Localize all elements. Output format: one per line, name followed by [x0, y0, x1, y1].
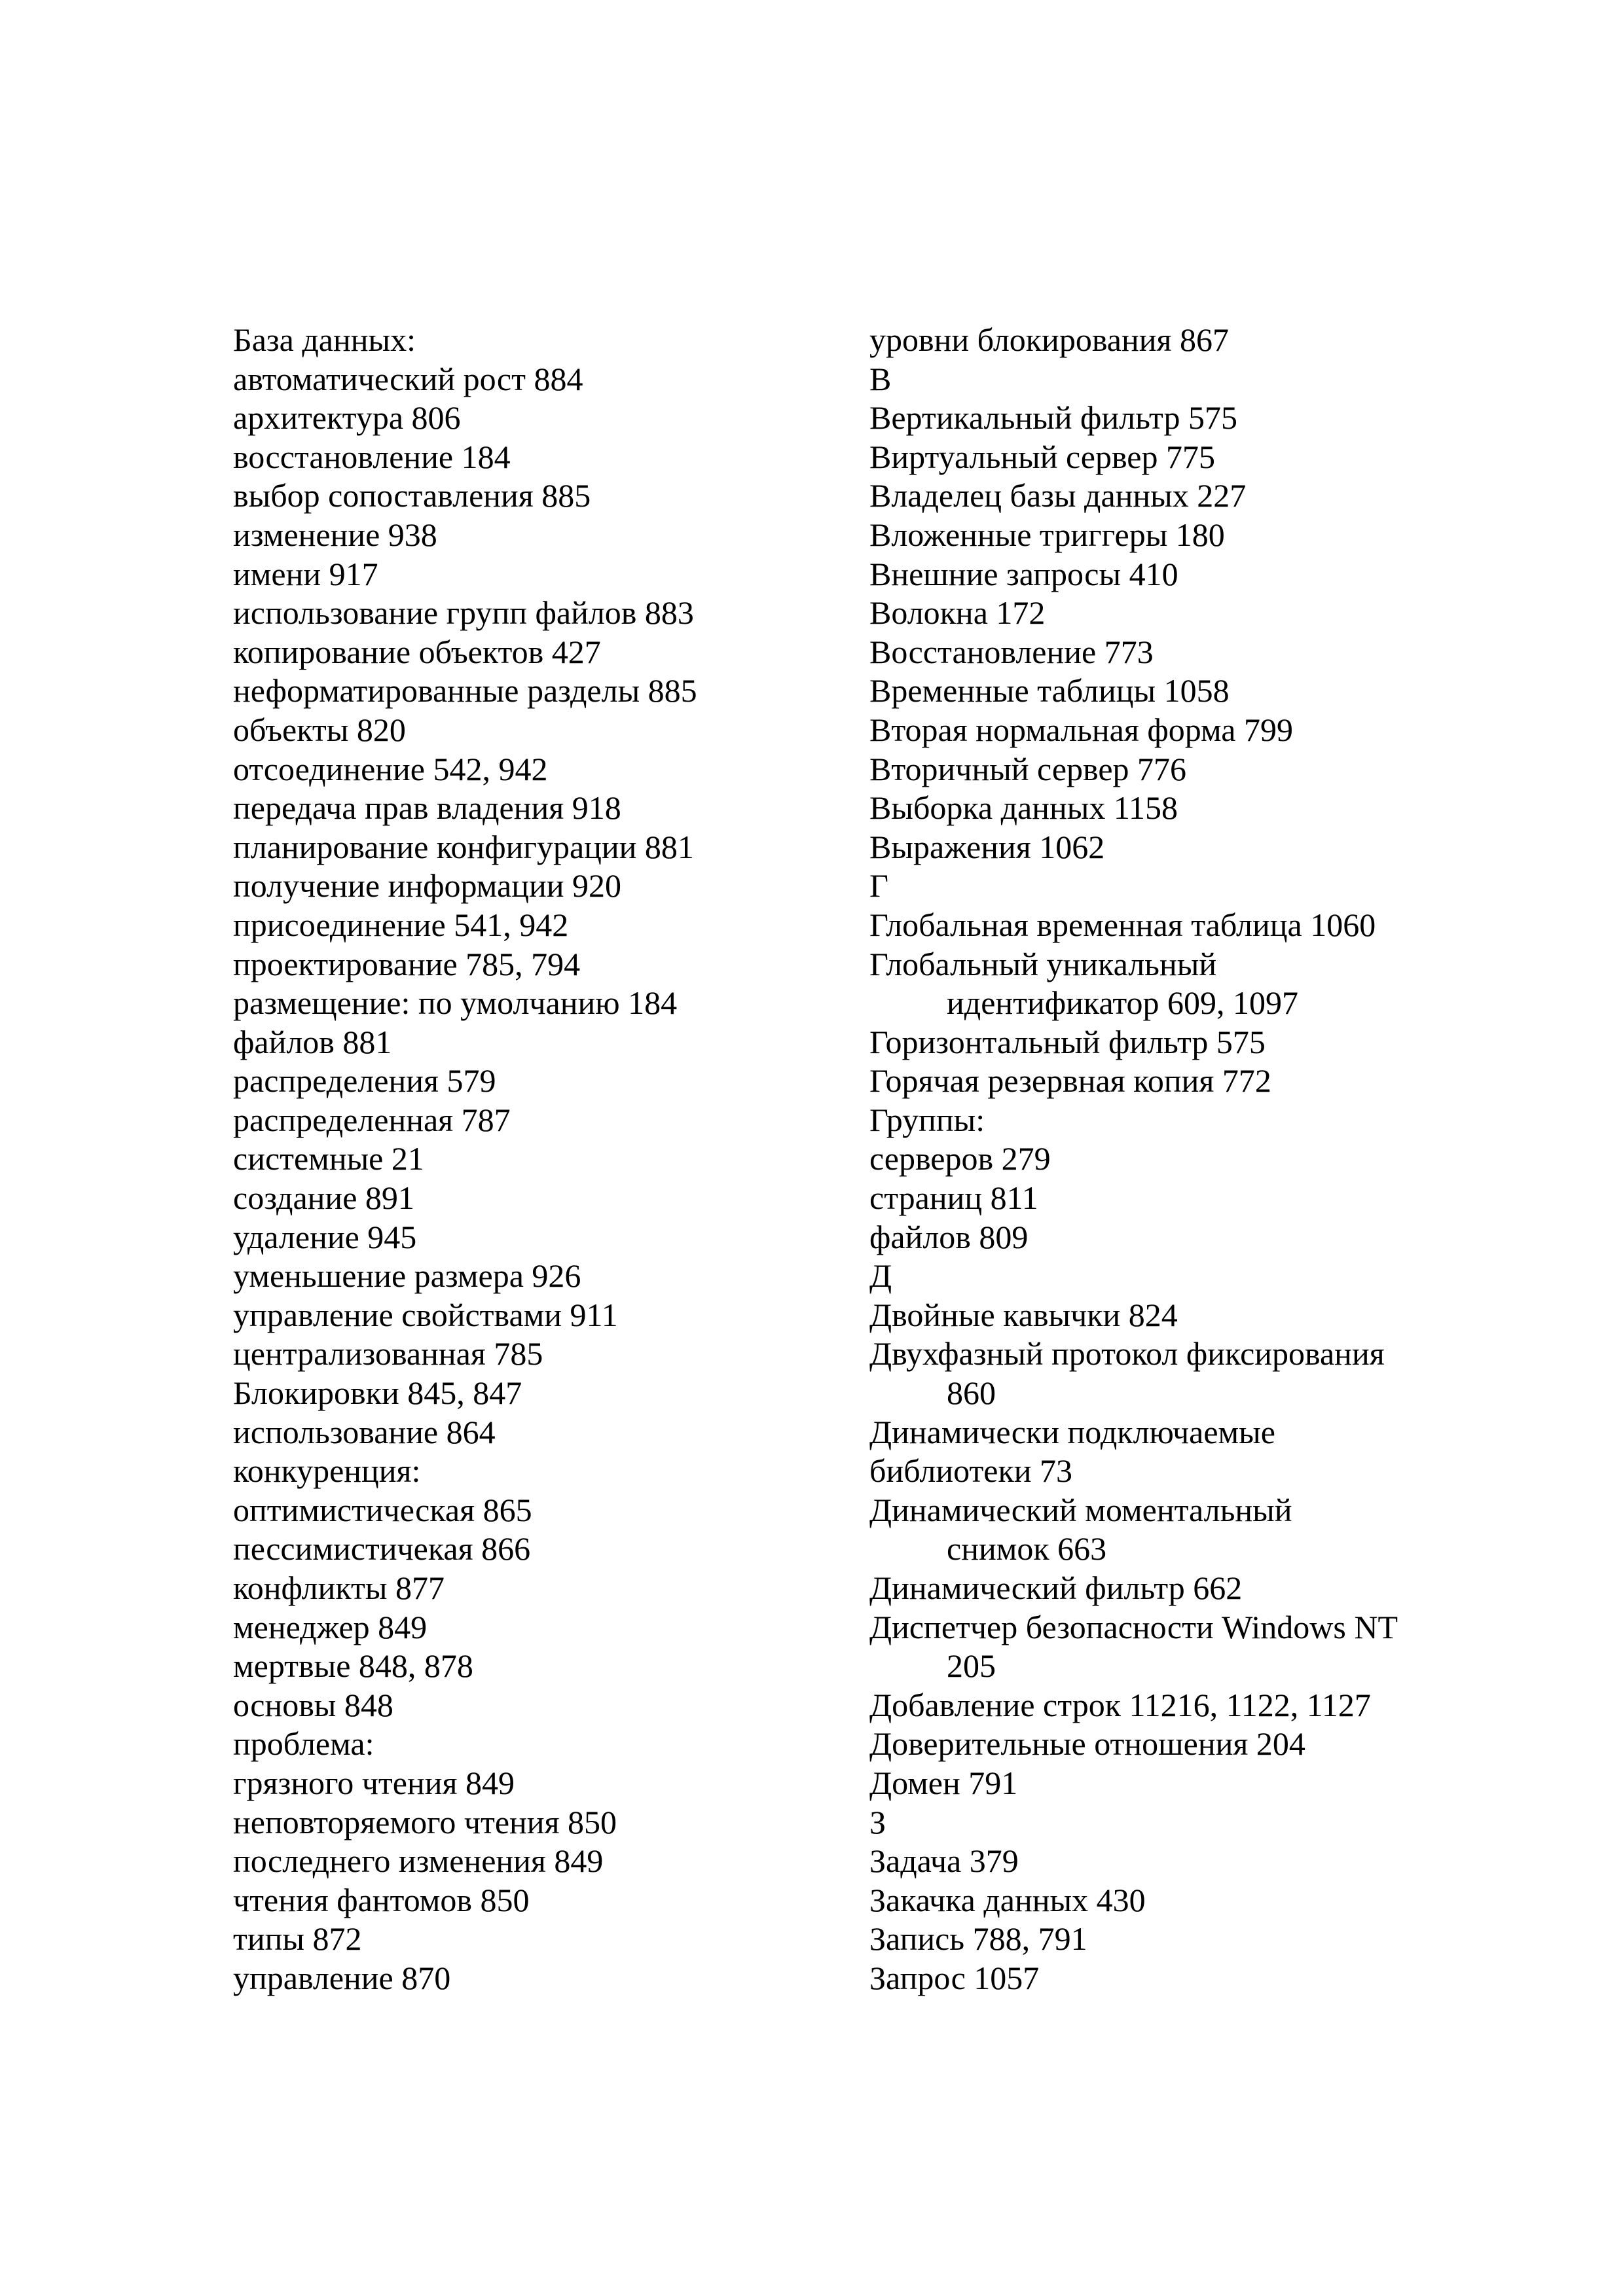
- index-entry: конфликты 877: [233, 1570, 445, 1606]
- index-entry: отсоединение 542, 942: [233, 750, 548, 787]
- index-entry: проблема:: [233, 1725, 374, 1763]
- index-entry: Динамический моментальный: [869, 1491, 1292, 1528]
- index-column-right: уровни блокирования 867 В Вертикальный фил…: [869, 321, 1398, 1998]
- index-entry: Горячая резервная копия 772: [869, 1062, 1271, 1100]
- index-entry: Домен 791: [869, 1764, 1018, 1801]
- index-entry: основы 848: [233, 1686, 393, 1723]
- index-entry: Вертикальный фильтр 575: [869, 399, 1237, 437]
- index-entry: Закачка данных 430: [869, 1881, 1146, 1918]
- index-entry: проектирование 785, 794: [233, 945, 581, 982]
- index-entry: библиотеки 73: [869, 1452, 1073, 1490]
- index-entry: Выражения 1062: [869, 828, 1105, 865]
- index-entry: Г: [869, 867, 888, 905]
- index-entry: выбор сопоставления 885: [233, 477, 591, 514]
- index-entry: пессимистичекая 866: [233, 1530, 531, 1568]
- index-entry-continuation: 860: [947, 1374, 996, 1412]
- index-entry: копирование объектов 427: [233, 633, 601, 670]
- index-entry: Двойные кавычки 824: [869, 1296, 1178, 1333]
- index-entry: Волокна 172: [869, 594, 1046, 632]
- index-entry: Запись 788, 791: [869, 1920, 1087, 1958]
- index-entry: файлов 809: [869, 1218, 1029, 1255]
- index-entry: З: [869, 1803, 886, 1840]
- index-entry: получение информации 920: [233, 867, 622, 905]
- index-entry: Вторичный сервер 776: [869, 750, 1187, 787]
- index-entry: централизованная 785: [233, 1335, 543, 1372]
- index-entry: Добавление строк 11216, 1122, 1127: [869, 1686, 1371, 1723]
- index-entry: использование 864: [233, 1413, 496, 1450]
- index-entry: Двухфазный протокол фиксирования: [869, 1335, 1385, 1372]
- index-entry: восстановление 184: [233, 438, 511, 475]
- index-entry: Вторая нормальная форма 799: [869, 711, 1293, 748]
- index-entry: Динамически подключаемые: [869, 1413, 1275, 1450]
- index-entry: присоединение 541, 942: [233, 906, 569, 943]
- index-entry: последнего изменения 849: [233, 1842, 604, 1880]
- index-entry: Задача 379: [869, 1842, 1019, 1880]
- index-entry: Вложенные триггеры 180: [869, 516, 1225, 553]
- index-entry: оптимистическая 865: [233, 1491, 532, 1528]
- index-entry: Горизонтальный фильтр 575: [869, 1023, 1266, 1060]
- index-entry: Глобальная временная таблица 1060: [869, 906, 1376, 943]
- index-entry: Динамический фильтр 662: [869, 1570, 1243, 1606]
- index-entry: создание 891: [233, 1179, 414, 1217]
- index-entry: размещение: по умолчанию 184: [233, 984, 678, 1022]
- index-entry-continuation: снимок 663: [947, 1530, 1107, 1568]
- index-entry: распределения 579: [233, 1062, 496, 1100]
- index-entry: Временные таблицы 1058: [869, 672, 1230, 709]
- index-entry-continuation: идентификатор 609, 1097: [947, 984, 1299, 1022]
- index-entry: Внешние запросы 410: [869, 555, 1178, 592]
- index-entry: системные 21: [233, 1140, 424, 1177]
- index-entry: Виртуальный сервер 775: [869, 438, 1215, 475]
- index-entry: Группы:: [869, 1101, 985, 1138]
- index-entry: Доверительные отношения 204: [869, 1725, 1305, 1763]
- index-entry-continuation: 205: [947, 1647, 996, 1685]
- index-entry: конкуренция:: [233, 1452, 421, 1490]
- index-entry: планирование конфигурации 881: [233, 828, 694, 865]
- index-entry: серверов 279: [869, 1140, 1051, 1177]
- index-entry: неповторяемого чтения 850: [233, 1803, 617, 1840]
- index-entry: менеджер 849: [233, 1608, 428, 1645]
- index-entry: грязного чтения 849: [233, 1764, 515, 1801]
- index-entry: мертвые 848, 878: [233, 1647, 473, 1685]
- index-entry: Диспетчер безопасности Windows NT: [869, 1608, 1398, 1645]
- index-entry: файлов 881: [233, 1023, 392, 1060]
- index-entry: имени 917: [233, 555, 378, 592]
- index-entry: удаление 945: [233, 1218, 417, 1255]
- index-entry: неформатированные разделы 885: [233, 672, 697, 709]
- index-entry: управление 870: [233, 1959, 451, 1996]
- index-entry: уровни блокирования 867: [869, 321, 1229, 358]
- index-entry: уменьшение размера 926: [233, 1257, 581, 1295]
- index-entry: распределенная 787: [233, 1101, 511, 1138]
- index-entry: управление свойствами 911: [233, 1296, 618, 1333]
- index-entry: передача прав владения 918: [233, 789, 621, 827]
- index-entry: использование групп файлов 883: [233, 594, 694, 632]
- index-entry: изменение 938: [233, 516, 437, 553]
- index-entry: Восстановление 773: [869, 633, 1154, 670]
- index-entry: объекты 820: [233, 711, 406, 748]
- index-entry: Выборка данных 1158: [869, 789, 1178, 827]
- index-entry: Д: [869, 1257, 892, 1295]
- index-column-left: База данных: автоматический рост 884 архит…: [233, 321, 697, 1998]
- index-entry: Блокировки 845, 847: [233, 1374, 522, 1412]
- index-entry: чтения фантомов 850: [233, 1881, 530, 1918]
- index-entry: База данных:: [233, 321, 416, 358]
- index-entry: страниц 811: [869, 1179, 1038, 1217]
- index-entry: Запрос 1057: [869, 1959, 1040, 1996]
- index-entry: Глобальный уникальный: [869, 945, 1217, 982]
- index-entry: автоматический рост 884: [233, 360, 583, 397]
- index-entry: В: [869, 360, 892, 397]
- index-entry: архитектура 806: [233, 399, 461, 437]
- index-entry: Владелец базы данных 227: [869, 477, 1247, 514]
- index-entry: типы 872: [233, 1920, 362, 1958]
